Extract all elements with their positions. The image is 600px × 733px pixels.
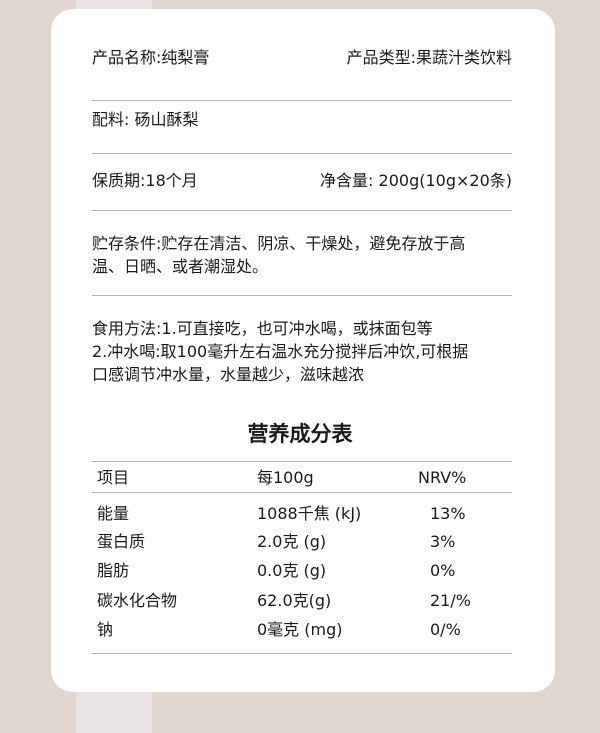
product-name: 产品名称:纯梨膏 (92, 48, 210, 67)
usage-line-1: 食用方法:1.可直接吃，也可冲水喝，或抹面包等 (92, 319, 433, 338)
row-amount: 2.0克 (g) (257, 532, 327, 551)
row-name: 脂肪 (97, 561, 130, 580)
shelf-life: 保质期:18个月 (92, 171, 198, 190)
table-bottom-line (92, 653, 512, 654)
product-type: 产品类型:果蔬汁类饮料 (346, 48, 512, 67)
row-amount: 1088千焦 (kJ) (257, 504, 362, 523)
row-amount: 62.0克(g) (257, 591, 332, 610)
row-amount: 0毫克 (mg) (257, 620, 343, 639)
row-nrv: 21/% (430, 591, 471, 610)
net-content: 净含量: 200g(10g×20条) (320, 171, 512, 190)
header-nrv: NRV% (418, 468, 467, 487)
product-info-card (51, 9, 555, 692)
storage-line-1: 贮存条件:贮存在清洁、阴凉、干燥处，避免存放于高 (92, 234, 466, 253)
row-name: 碳水化合物 (97, 591, 178, 610)
row-nrv: 0/% (430, 620, 461, 639)
ingredients: 配料: 砀山酥梨 (92, 110, 199, 129)
usage-line-3: 口感调节冲水量，水量越少，滋味越浓 (92, 365, 365, 384)
table-header-line (92, 492, 512, 493)
usage-line-2: 2.冲水喝:取100毫升左右温水充分搅拌后冲饮,可根据 (92, 342, 469, 361)
row-nrv: 13% (430, 504, 466, 523)
divider (92, 295, 512, 296)
divider (92, 153, 512, 154)
row-name: 蛋白质 (97, 532, 146, 551)
row-nrv: 0% (430, 561, 456, 580)
storage-line-2: 温、日晒、或者潮湿处。 (92, 257, 269, 276)
divider (92, 100, 512, 101)
row-amount: 0.0克 (g) (257, 561, 327, 580)
divider (92, 210, 512, 211)
table-top-line (92, 461, 512, 462)
header-item: 项目 (97, 468, 130, 487)
header-per-100g: 每100g (257, 468, 314, 487)
row-name: 能量 (97, 504, 130, 523)
row-name: 钠 (97, 620, 114, 639)
row-nrv: 3% (430, 532, 456, 551)
nutrition-title: 营养成分表 (247, 422, 353, 446)
